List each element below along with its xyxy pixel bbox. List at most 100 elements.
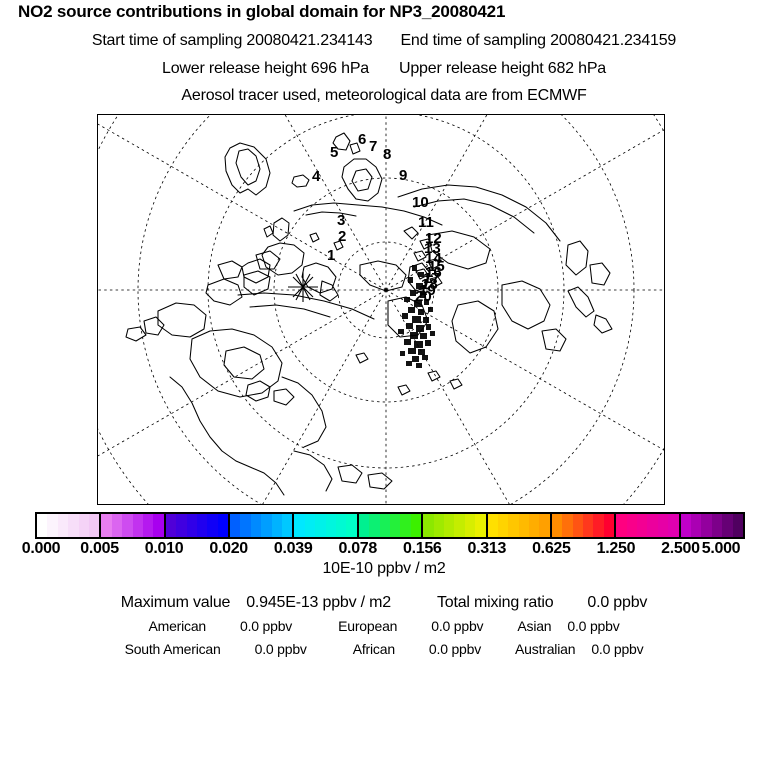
- region-value-asian: 0.0 ppbv: [567, 618, 620, 634]
- trajectory-label-15: 15: [428, 258, 445, 275]
- sampling-time-row: Start time of sampling 20080421.234143 E…: [0, 32, 768, 50]
- spacer: [372, 32, 400, 50]
- colorbar-step: [47, 514, 58, 537]
- colorbar-step: [315, 514, 326, 537]
- trajectory-label-16: 16: [425, 264, 442, 281]
- colorbar-step: [122, 514, 133, 537]
- trajectory-label-20: 20: [415, 288, 432, 305]
- colorbar-step: [551, 514, 563, 537]
- colorbar-step: [261, 514, 272, 537]
- colorbar-step: [142, 514, 154, 537]
- tracer-info-label: Aerosol tracer used, meteorological data…: [181, 87, 587, 104]
- summary-row-maximum: Maximum value 0.945E-13 ppbv / m2 Total …: [0, 594, 768, 612]
- colorbar-step: [583, 514, 594, 537]
- colorbar-segment-6: [423, 514, 488, 537]
- colorbar-step: [346, 514, 357, 537]
- total-mixing-ratio-label: Total mixing ratio: [436, 594, 554, 611]
- colorbar[interactable]: [35, 512, 745, 539]
- colorbar-step: [358, 514, 370, 537]
- colorbar-step: [165, 514, 177, 537]
- trajectory-label-1: 1: [327, 247, 336, 264]
- colorbar-step: [68, 514, 79, 537]
- colorbar-step: [722, 514, 733, 537]
- region-name-american: American: [148, 618, 206, 634]
- colorbar-step: [379, 514, 390, 537]
- colorbar-step: [539, 514, 550, 537]
- colorbar-step: [680, 514, 691, 537]
- maximum-value: 0.945E-13 ppbv / m2: [246, 594, 391, 611]
- trajectory-label-14: 14: [425, 250, 442, 267]
- colorbar-step: [572, 514, 584, 537]
- trajectory-label-8: 8: [383, 146, 392, 163]
- colorbar-step: [487, 514, 498, 537]
- trajectory-label-19: 19: [419, 282, 436, 299]
- colorbar-step: [57, 514, 69, 537]
- colorbar-step: [603, 514, 615, 537]
- colorbar-step: [250, 514, 262, 537]
- trajectory-label-7: 7: [369, 138, 378, 155]
- colorbar-step: [369, 514, 380, 537]
- colorbar-step: [78, 514, 89, 537]
- trajectory-label-11: 11: [418, 214, 434, 231]
- colorbar-step: [657, 514, 669, 537]
- colorbar-step: [230, 514, 241, 537]
- colorbar-step: [464, 514, 476, 537]
- colorbar-step: [626, 514, 638, 537]
- colorbar-step: [304, 514, 316, 537]
- coastlines: [125, 132, 613, 496]
- trajectory-label-9: 9: [399, 167, 408, 184]
- colorbar-tick-11: 5.000: [701, 540, 741, 557]
- colorbar-segment-4: [294, 514, 359, 537]
- region-name-asian: Asian: [517, 618, 552, 634]
- summary-row-regions-north: American 0.0 ppbv European 0.0 ppbv Asia…: [0, 618, 768, 634]
- colorbar-step: [400, 514, 411, 537]
- colorbar-step: [423, 514, 434, 537]
- colorbar-segment-0: [37, 514, 102, 537]
- colorbar-step: [176, 514, 187, 537]
- colorbar-tick-6: 0.156: [402, 540, 442, 557]
- page-title: NO2 source contributions in global domai…: [18, 2, 506, 21]
- start-time-label: Start time of sampling 20080421.234143: [91, 32, 373, 49]
- colorbar-step: [217, 514, 229, 537]
- colorbar-step: [647, 514, 658, 537]
- release-site-star-marker: [288, 272, 318, 302]
- colorbar-unit-label: 10E-10 ppbv / m2: [322, 560, 446, 577]
- trajectory-label-10: 10: [412, 194, 429, 211]
- colorbar-step: [410, 514, 422, 537]
- colorbar-tick-10: 2.500: [661, 540, 700, 557]
- region-name-african: African: [352, 641, 395, 657]
- colorbar-step: [294, 514, 305, 537]
- region-name-european: European: [338, 618, 398, 634]
- colorbar-segment-2: [165, 514, 231, 537]
- colorbar-step: [240, 514, 251, 537]
- colorbar-step: [508, 514, 519, 537]
- region-name-australian: Australian: [515, 641, 576, 657]
- end-time-label: End time of sampling 20080421.234159: [400, 32, 677, 49]
- colorbar-segment-10: [680, 514, 743, 537]
- colorbar-segment-7: [487, 514, 552, 537]
- spacer: [369, 60, 399, 78]
- colorbar-step: [207, 514, 218, 537]
- colorbar-step: [475, 514, 486, 537]
- colorbar-step: [701, 514, 712, 537]
- colorbar-segment-8: [551, 514, 617, 537]
- colorbar-step: [454, 514, 465, 537]
- colorbar-step: [37, 514, 48, 537]
- trajectory-label-4: 4: [312, 168, 321, 185]
- colorbar-tick-4: 0.039: [273, 540, 313, 557]
- region-value-african: 0.0 ppbv: [428, 641, 482, 657]
- trajectory-label-5: 5: [330, 144, 339, 161]
- region-name-south-american: South American: [124, 641, 221, 657]
- trajectory-label-2: 2: [338, 228, 347, 245]
- colorbar-step: [616, 514, 627, 537]
- colorbar-step: [336, 514, 347, 537]
- total-mixing-ratio-value: 0.0 ppbv: [587, 594, 648, 611]
- colorbar-step: [562, 514, 573, 537]
- colorbar-tick-0: 0.000: [21, 540, 61, 557]
- colorbar-step: [389, 514, 401, 537]
- colorbar-step: [433, 514, 444, 537]
- colorbar-segment-5: [358, 514, 424, 537]
- region-value-american: 0.0 ppbv: [240, 618, 293, 634]
- region-value-south-american: 0.0 ppbv: [254, 641, 307, 657]
